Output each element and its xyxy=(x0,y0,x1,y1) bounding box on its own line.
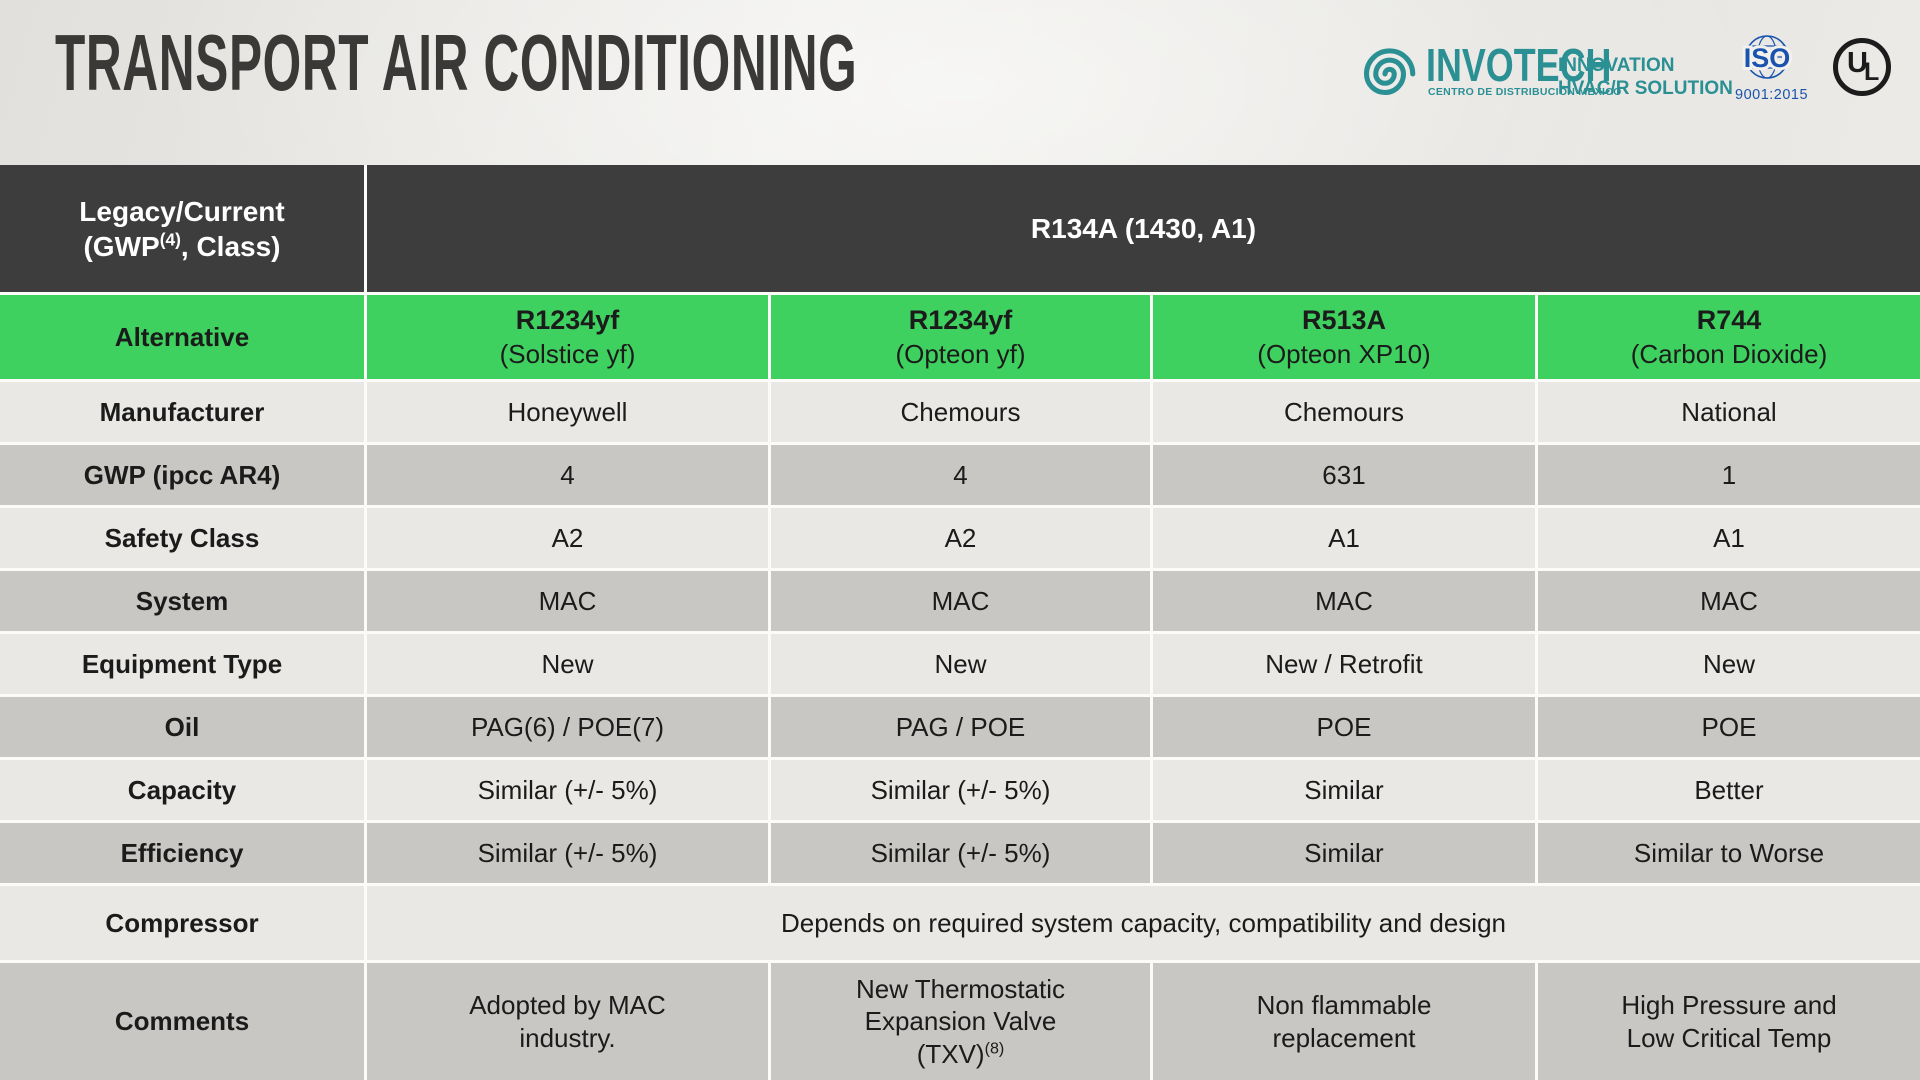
alt-cell-solstice: R1234yf (Solstice yf) xyxy=(367,295,768,379)
invotech-logo: INVOTECH CENTRO DE DISTRIBUCIÓN MÉXICO I… xyxy=(1348,36,1733,114)
top-bar: TRANSPORT AIR CONDITIONING INVOTECH CENT… xyxy=(0,0,1920,165)
row-label-manufacturer: Manufacturer xyxy=(0,382,364,442)
table-cell: 4 xyxy=(367,445,768,505)
iso-globe-icon: ISO xyxy=(1741,35,1793,79)
comment-cell-solstice: Adopted by MAC industry. xyxy=(367,963,768,1080)
table-cell: Similar (+/- 5%) xyxy=(771,823,1150,883)
tagline-line1: INNOVATION xyxy=(1558,55,1675,76)
table-cell: New xyxy=(1538,634,1920,694)
table-cell: Chemours xyxy=(771,382,1150,442)
table-cell: Similar (+/- 5%) xyxy=(771,760,1150,820)
iso-standard-text: 9001:2015 xyxy=(1735,87,1809,103)
tagline-line2: HVAC/R SOLUTION xyxy=(1558,78,1733,99)
row-label-gwp: GWP (ipcc AR4) xyxy=(0,445,364,505)
ul-letter-l: L xyxy=(1864,58,1880,86)
table-cell: Honeywell xyxy=(367,382,768,442)
table-cell: Better xyxy=(1538,760,1920,820)
table-cell: A2 xyxy=(367,508,768,568)
table-cell: PAG(6) / POE(7) xyxy=(367,697,768,757)
table-cell: 631 xyxy=(1153,445,1535,505)
row-label-compressor: Compressor xyxy=(0,886,364,960)
table-cell: MAC xyxy=(1538,571,1920,631)
compressor-merged-cell: Depends on required system capacity, com… xyxy=(367,886,1920,960)
header-legacy-current: Legacy/Current (GWP(4), Class) xyxy=(0,165,364,292)
invotech-tagline: INNOVATION HVAC/R SOLUTION xyxy=(1558,54,1733,100)
invotech-wordmark: INVOTECH xyxy=(1426,39,1612,91)
footnote-8: (8) xyxy=(984,1039,1005,1058)
table-cell: New / Retrofit xyxy=(1153,634,1535,694)
table-cell: POE xyxy=(1153,697,1535,757)
table-cell: A1 xyxy=(1538,508,1920,568)
table-cell: Similar xyxy=(1153,760,1535,820)
row-label-alternative: Alternative xyxy=(0,295,364,379)
table-cell: A2 xyxy=(771,508,1150,568)
table-cell: PAG / POE xyxy=(771,697,1150,757)
row-label-capacity: Capacity xyxy=(0,760,364,820)
table-cell: New xyxy=(771,634,1150,694)
comment-cell-r513a: Non flammable replacement xyxy=(1153,963,1535,1080)
table-cell: Similar to Worse xyxy=(1538,823,1920,883)
row-label-oil: Oil xyxy=(0,697,364,757)
header-label-line1: Legacy/Current xyxy=(79,195,285,227)
table-cell: MAC xyxy=(1153,571,1535,631)
ul-certification-icon: U L xyxy=(1833,38,1891,96)
row-label-equipment-type: Equipment Type xyxy=(0,634,364,694)
table-cell: 1 xyxy=(1538,445,1920,505)
footnote-4: (4) xyxy=(159,229,181,250)
row-label-safety-class: Safety Class xyxy=(0,508,364,568)
comment-cell-r744: High Pressure and Low Critical Temp xyxy=(1538,963,1920,1080)
comment-cell-opteon-yf: New Thermostatic Expansion Valve (TXV)(8… xyxy=(771,963,1150,1080)
spiral-icon xyxy=(1363,48,1416,95)
table-cell: MAC xyxy=(771,571,1150,631)
row-label-system: System xyxy=(0,571,364,631)
table-cell: A1 xyxy=(1153,508,1535,568)
alt-cell-r744: R744 (Carbon Dioxide) xyxy=(1538,295,1920,379)
page-title: TRANSPORT AIR CONDITIONING xyxy=(55,18,858,107)
header-label-line2: (GWP(4), Class) xyxy=(83,229,281,262)
iso-9001-logo: ISO 9001:2015 xyxy=(1735,33,1809,103)
refrigerant-comparison-table: Legacy/Current (GWP(4), Class) R134A (14… xyxy=(0,165,1920,1080)
alt-cell-opteon-yf: R1234yf (Opteon yf) xyxy=(771,295,1150,379)
table-cell: Similar xyxy=(1153,823,1535,883)
invotech-subtitle: CENTRO DE DISTRIBUCIÓN MÉXICO xyxy=(1428,86,1622,98)
table-cell: Similar (+/- 5%) xyxy=(367,760,768,820)
table-cell: 4 xyxy=(771,445,1150,505)
row-label-comments: Comments xyxy=(0,963,364,1080)
table-cell: MAC xyxy=(367,571,768,631)
alt-cell-r513a: R513A (Opteon XP10) xyxy=(1153,295,1535,379)
table-cell: Chemours xyxy=(1153,382,1535,442)
header-r134a: R134A (1430, A1) xyxy=(367,165,1920,292)
table-cell: National xyxy=(1538,382,1920,442)
ul-letter-u: U xyxy=(1847,47,1868,79)
svg-text:ISO: ISO xyxy=(1744,43,1791,73)
table-cell: POE xyxy=(1538,697,1920,757)
row-label-efficiency: Efficiency xyxy=(0,823,364,883)
table-cell: New xyxy=(367,634,768,694)
table-cell: Similar (+/- 5%) xyxy=(367,823,768,883)
